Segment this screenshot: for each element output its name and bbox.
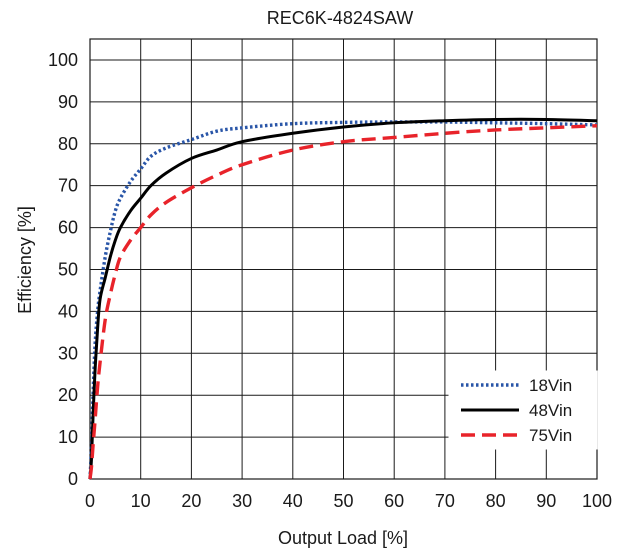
- y-tick-label: 90: [58, 92, 78, 112]
- series-line-75vin: [88, 124, 598, 480]
- y-tick-label: 40: [58, 301, 78, 321]
- y-tick-label: 20: [58, 385, 78, 405]
- y-tick-label: 60: [58, 218, 78, 238]
- legend-label-75vin: 75Vin: [529, 426, 572, 445]
- legend-label-48vin: 48Vin: [529, 401, 572, 420]
- plot-frame: [89, 38, 598, 480]
- y-tick-label: 80: [58, 134, 78, 154]
- x-tick-label: 40: [283, 491, 303, 511]
- x-tick-label: 0: [85, 491, 95, 511]
- y-tick-label: 10: [58, 427, 78, 447]
- y-tick-label: 70: [58, 176, 78, 196]
- x-tick-label: 100: [582, 491, 612, 511]
- y-tick-label: 100: [48, 50, 78, 70]
- series-line-48vin: [88, 117, 598, 480]
- x-tick-label: 20: [181, 491, 201, 511]
- y-axis: 0 10 20 30 40 50 60 70 80 90 100: [48, 50, 78, 489]
- y-tick-label: 30: [58, 343, 78, 363]
- chart-title: REC6K-4824SAW: [267, 8, 413, 28]
- y-tick-label: 0: [68, 469, 78, 489]
- x-tick-label: 70: [435, 491, 455, 511]
- x-tick-label: 90: [536, 491, 556, 511]
- x-tick-label: 60: [384, 491, 404, 511]
- y-axis-title: Efficiency [%]: [15, 206, 35, 314]
- legend-label-18vin: 18Vin: [529, 376, 572, 395]
- series-layer: [88, 117, 598, 480]
- plot-border: [89, 38, 598, 480]
- x-tick-label: 30: [232, 491, 252, 511]
- x-tick-label: 80: [486, 491, 506, 511]
- x-axis-title: Output Load [%]: [278, 528, 408, 548]
- x-axis: 0 10 20 30 40 50 60 70 80 90 100: [85, 491, 612, 511]
- x-tick-label: 10: [131, 491, 151, 511]
- legend: 18Vin 48Vin 75Vin: [448, 370, 598, 450]
- y-tick-label: 50: [58, 259, 78, 279]
- x-tick-label: 50: [333, 491, 353, 511]
